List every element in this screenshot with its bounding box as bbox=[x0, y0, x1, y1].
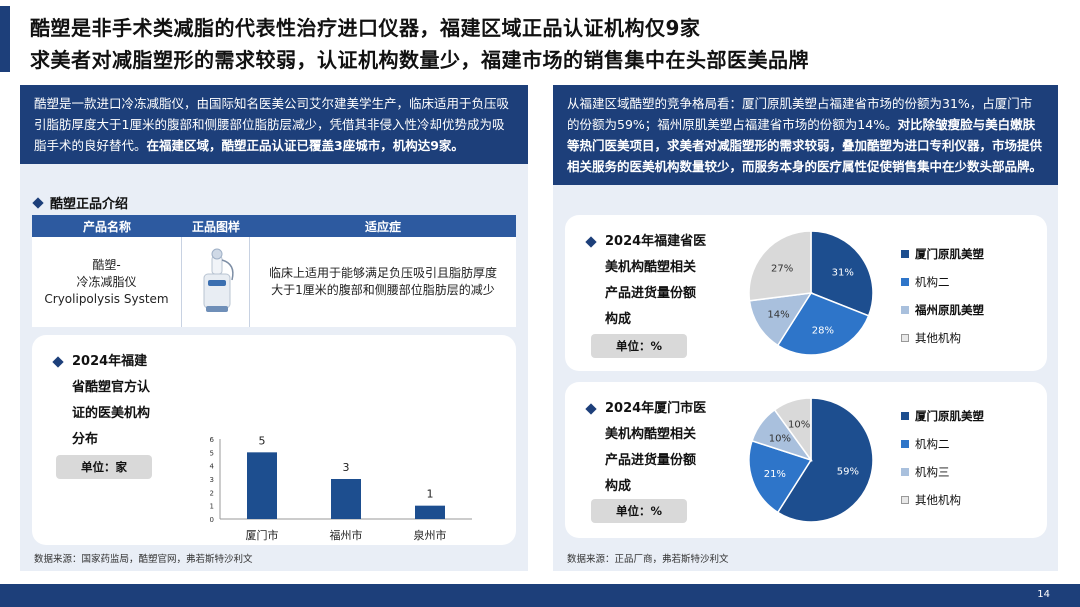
pie-slice-label: 27% bbox=[771, 264, 793, 275]
pie-slice-label: 59% bbox=[837, 467, 859, 478]
col-header-indication: 适应症 bbox=[364, 219, 401, 234]
bar-value-label: 1 bbox=[427, 488, 434, 501]
legend-item: 福州原肌美塑 bbox=[901, 296, 984, 324]
y-tick-label: 6 bbox=[210, 436, 215, 444]
left-intro: 酷塑是一款进口冷冻减脂仪，由国际知名医美公司艾尔建美学生产，临床适用于负压吸引脂… bbox=[20, 85, 528, 164]
pie1-unit: 单位：% bbox=[591, 334, 687, 358]
right-data-source: 数据来源：正品厂商，弗若斯特沙利文 bbox=[567, 554, 729, 565]
bar-chart-title: 2024年福建 省酷塑官方认 证的医美机构 分布 bbox=[52, 349, 150, 453]
left-intro-highlight: 在福建区域，酷塑正品认证已覆盖3座城市，机构达9家。 bbox=[146, 138, 464, 153]
y-tick-label: 3 bbox=[210, 476, 214, 484]
pie-slice-label: 21% bbox=[764, 469, 786, 480]
bar-chart-card: 2024年福建 省酷塑官方认 证的医美机构 分布 单位：家 0 1 2 3 4 5 6 5 厦门… bbox=[32, 335, 516, 545]
left-data-source: 数据来源：国家药监局，酷塑官网，弗若斯特沙利文 bbox=[34, 554, 253, 565]
pie-slice bbox=[773, 397, 812, 463]
pie-slice bbox=[776, 292, 870, 356]
footer-bar bbox=[0, 584, 1080, 607]
pie-slice bbox=[748, 292, 813, 347]
pie-slice-label: 31% bbox=[832, 267, 854, 278]
pie-chart-fujian: 31% 28% 14% 27% bbox=[748, 230, 874, 356]
pie-slice-label: 28% bbox=[812, 326, 834, 337]
pie-slice bbox=[748, 230, 812, 302]
pie2-title: 2024年厦门市医 美机构酷塑相关 产品进货量份额 构成 bbox=[585, 396, 706, 500]
pie1-title: 2024年福建省医 美机构酷塑相关 产品进货量份额 构成 bbox=[585, 229, 706, 333]
pie1-legend: 厦门原肌美塑 机构二 福州原肌美塑 其他机构 bbox=[901, 240, 984, 352]
title-accent-bar bbox=[0, 6, 10, 72]
pie2-legend: 厦门原肌美塑 机构二 机构三 其他机构 bbox=[901, 402, 984, 514]
pie-slice bbox=[748, 439, 813, 514]
pie-slice-label: 10% bbox=[769, 433, 791, 444]
pie-slice bbox=[776, 397, 874, 523]
product-section-title: 酷塑正品介绍 bbox=[32, 193, 128, 212]
table-header: 产品名称 正品图样 适应症 bbox=[32, 215, 516, 237]
legend-item: 厦门原肌美塑 bbox=[901, 402, 984, 430]
bar-value-label: 5 bbox=[259, 434, 266, 447]
pie-chart-xiamen: 59% 21% 10% 10% bbox=[748, 397, 874, 523]
pie2-unit: 单位：% bbox=[591, 499, 687, 523]
right-intro: 从福建区域酷塑的竞争格局看：厦门原肌美塑占福建省市场的份额为31%，占厦门市的份… bbox=[553, 85, 1058, 185]
bar-chart: 0 1 2 3 4 5 6 5 厦门市 3 福州市 1 泉州市 bbox=[210, 434, 472, 542]
diamond-bullet-icon bbox=[52, 356, 64, 368]
page-subtitle: 求美者对减脂塑形的需求较弱，认证机构数量少，福建市场的销售集中在头部医美品牌 bbox=[30, 48, 809, 72]
x-tick-label: 福州市 bbox=[330, 528, 363, 542]
y-tick-label: 5 bbox=[210, 449, 214, 457]
page-number: 14 bbox=[1037, 589, 1050, 600]
diamond-bullet-icon bbox=[32, 196, 44, 209]
bar bbox=[247, 452, 277, 519]
product-image-cell bbox=[182, 237, 250, 327]
y-tick-label: 1 bbox=[210, 503, 214, 511]
pie-card-xiamen: 2024年厦门市医 美机构酷塑相关 产品进货量份额 构成 单位：% 59% 21%… bbox=[565, 382, 1047, 538]
pie-slice bbox=[810, 230, 874, 317]
bar-chart-unit: 单位：家 bbox=[56, 455, 152, 479]
right-intro-text: 从福建区域酷塑的竞争格局看：厦门原肌美塑占福建省市场的份额为31%，占厦门市的份… bbox=[567, 96, 1033, 132]
x-tick-label: 泉州市 bbox=[414, 528, 447, 542]
x-tick-label: 厦门市 bbox=[246, 528, 279, 542]
table-row: 酷塑- 冷冻减脂仪 Cryolipolysis System 临床上适用于能够满… bbox=[32, 237, 516, 327]
page-title: 酷塑是非手术类减脂的代表性治疗进口仪器，福建区域正品认证机构仅9家 bbox=[30, 16, 701, 40]
bar bbox=[415, 505, 445, 519]
cryolipolysis-device-image bbox=[203, 248, 234, 312]
col-header-image: 正品图样 bbox=[191, 219, 240, 234]
y-tick-label: 0 bbox=[210, 516, 214, 524]
legend-item: 厦门原肌美塑 bbox=[901, 240, 984, 268]
right-intro-highlight: 对比除皱瘦脸与美白嫩肤等热门医美项目，求美者对减脂塑形的需求较弱，叠加酷塑为进口… bbox=[567, 117, 1043, 174]
y-tick-label: 2 bbox=[210, 489, 214, 497]
pie-card-fujian: 2024年福建省医 美机构酷塑相关 产品进货量份额 构成 单位：% 31% 28%… bbox=[565, 215, 1047, 371]
legend-item: 其他机构 bbox=[901, 486, 984, 514]
right-panel: 从福建区域酷塑的竞争格局看：厦门原肌美塑占福建省市场的份额为31%，占厦门市的份… bbox=[553, 85, 1058, 571]
legend-item: 机构三 bbox=[901, 458, 984, 486]
indication-cell: 临床上适用于能够满足负压吸引且脂肪厚度大于1厘米的腹部和侧腰部位脂肪层的减少 bbox=[268, 266, 497, 297]
left-panel: 酷塑是一款进口冷冻减脂仪，由国际知名医美公司艾尔建美学生产，临床适用于负压吸引脂… bbox=[20, 85, 528, 571]
legend-item: 其他机构 bbox=[901, 324, 984, 352]
product-table: 产品名称 正品图样 适应症 酷塑- 冷冻减脂仪 Cryolipolysis Sy… bbox=[32, 215, 516, 327]
diamond-bullet-icon bbox=[585, 403, 597, 415]
legend-item: 机构二 bbox=[901, 268, 984, 296]
y-tick-label: 4 bbox=[210, 463, 215, 471]
left-intro-text: 酷塑是一款进口冷冻减脂仪，由国际知名医美公司艾尔建美学生产，临床适用于负压吸引脂… bbox=[34, 96, 510, 153]
pie-slice-label: 14% bbox=[767, 310, 789, 321]
diamond-bullet-icon bbox=[585, 236, 597, 248]
pie-slice-label: 10% bbox=[788, 419, 810, 430]
bar bbox=[331, 479, 361, 519]
legend-item: 机构二 bbox=[901, 430, 984, 458]
bar-value-label: 3 bbox=[343, 461, 350, 474]
product-name-cell: 酷塑- 冷冻减脂仪 Cryolipolysis System bbox=[32, 237, 182, 327]
col-header-name: 产品名称 bbox=[82, 219, 131, 234]
